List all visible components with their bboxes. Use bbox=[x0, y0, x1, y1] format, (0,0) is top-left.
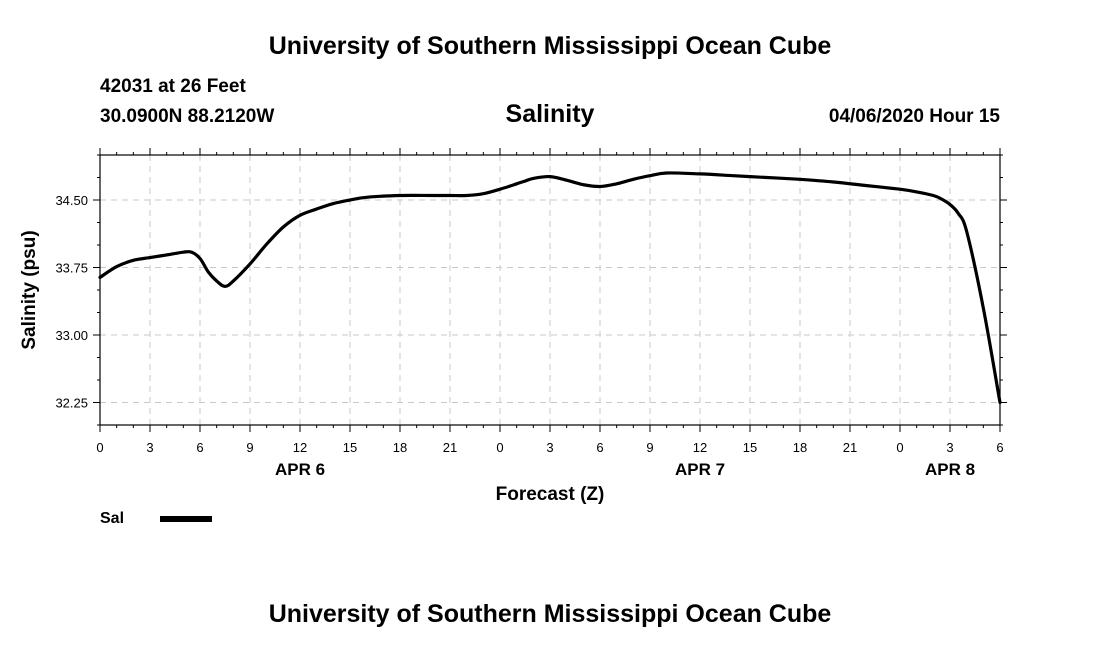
x-tick-label: 18 bbox=[793, 440, 807, 455]
x-tick-label: 12 bbox=[293, 440, 307, 455]
date-label: APR 8 bbox=[925, 460, 975, 479]
x-tick-label: 15 bbox=[343, 440, 357, 455]
x-tick-label: 6 bbox=[596, 440, 603, 455]
chart-title: Salinity bbox=[505, 100, 595, 128]
x-tick-label: 9 bbox=[246, 440, 253, 455]
x-tick-label: 12 bbox=[693, 440, 707, 455]
x-tick-label: 18 bbox=[393, 440, 407, 455]
y-tick-label: 33.75 bbox=[55, 261, 88, 276]
x-tick-label: 21 bbox=[843, 440, 857, 455]
x-axis-title: Forecast (Z) bbox=[496, 484, 605, 505]
x-tick-label: 3 bbox=[146, 440, 153, 455]
series-line-salinity bbox=[98, 171, 1002, 405]
x-tick-label: 3 bbox=[946, 440, 953, 455]
legend-line-swatch bbox=[160, 516, 212, 522]
page-title-top: University of Southern Mississippi Ocean… bbox=[268, 32, 832, 60]
coordinates-label: 30.0900N 88.2120W bbox=[100, 106, 275, 127]
x-tick-label: 15 bbox=[743, 440, 757, 455]
legend-label: Sal bbox=[100, 510, 125, 527]
x-tick-label: 21 bbox=[443, 440, 457, 455]
x-tick-label: 6 bbox=[996, 440, 1003, 455]
x-tick-label: 3 bbox=[546, 440, 553, 455]
x-tick-label: 9 bbox=[646, 440, 653, 455]
y-tick-label: 34.50 bbox=[55, 193, 88, 208]
datetime-label: 04/06/2020 Hour 15 bbox=[828, 106, 1000, 127]
y-tick-label: 32.25 bbox=[55, 396, 88, 411]
y-axis-title: Salinity (psu) bbox=[19, 230, 40, 349]
date-label: APR 7 bbox=[675, 460, 725, 479]
date-label: APR 6 bbox=[275, 460, 325, 479]
x-tick-label: 0 bbox=[896, 440, 903, 455]
station-label: 42031 at 26 Feet bbox=[100, 76, 246, 97]
y-tick-label: 33.00 bbox=[55, 328, 88, 343]
page-title-bottom: University of Southern Mississippi Ocean… bbox=[268, 600, 832, 628]
x-tick-label: 0 bbox=[496, 440, 503, 455]
x-tick-label: 6 bbox=[196, 440, 203, 455]
x-tick-label: 0 bbox=[96, 440, 103, 455]
